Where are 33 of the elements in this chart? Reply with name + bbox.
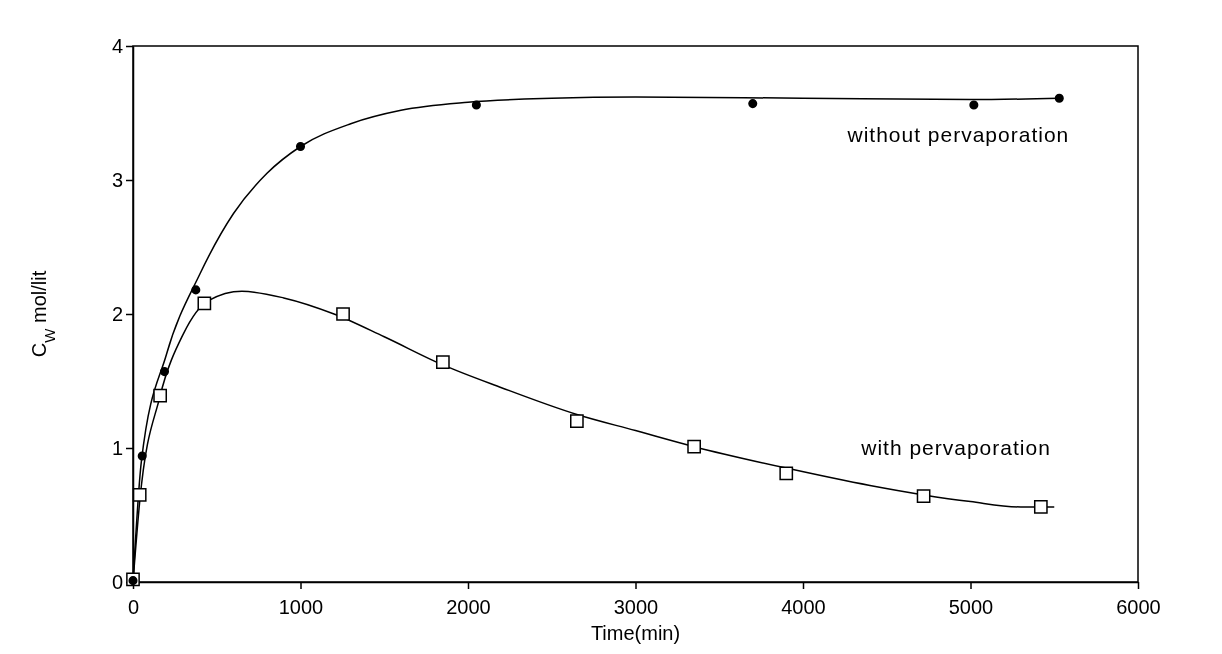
point bbox=[969, 100, 979, 110]
point bbox=[159, 367, 170, 377]
point bbox=[748, 99, 758, 109]
point bbox=[436, 355, 450, 370]
point bbox=[916, 489, 931, 504]
point bbox=[153, 388, 168, 403]
point bbox=[471, 100, 481, 110]
y-tick-label: 4 bbox=[111, 34, 123, 57]
point bbox=[687, 439, 701, 454]
y-tick-label: 3 bbox=[111, 168, 123, 191]
x-axis-title: Time(min) bbox=[590, 622, 681, 644]
point bbox=[1033, 500, 1048, 514]
series-label: without pervaporation bbox=[846, 123, 1070, 147]
point bbox=[137, 451, 147, 461]
x-tick-label: 4000 bbox=[781, 596, 826, 618]
text: with pervaporation bbox=[860, 435, 1051, 459]
point bbox=[197, 296, 212, 311]
point bbox=[1054, 93, 1064, 103]
point bbox=[570, 414, 584, 429]
point bbox=[779, 466, 794, 481]
y-tick-label: 1 bbox=[111, 436, 123, 459]
point bbox=[132, 488, 147, 502]
x-tick-label: 5000 bbox=[948, 596, 994, 618]
x-tick-label: 0 bbox=[127, 596, 140, 618]
y-tick-label: 0 bbox=[111, 570, 123, 593]
point bbox=[191, 285, 201, 295]
y-tick-label: 2 bbox=[111, 302, 123, 325]
x-tick-label: 2000 bbox=[446, 596, 491, 618]
x-tick-label: 3000 bbox=[613, 596, 659, 618]
x-tick-label: 6000 bbox=[1116, 596, 1161, 618]
point bbox=[295, 141, 306, 152]
point bbox=[336, 307, 350, 321]
x-tick-label: 1000 bbox=[278, 596, 324, 618]
